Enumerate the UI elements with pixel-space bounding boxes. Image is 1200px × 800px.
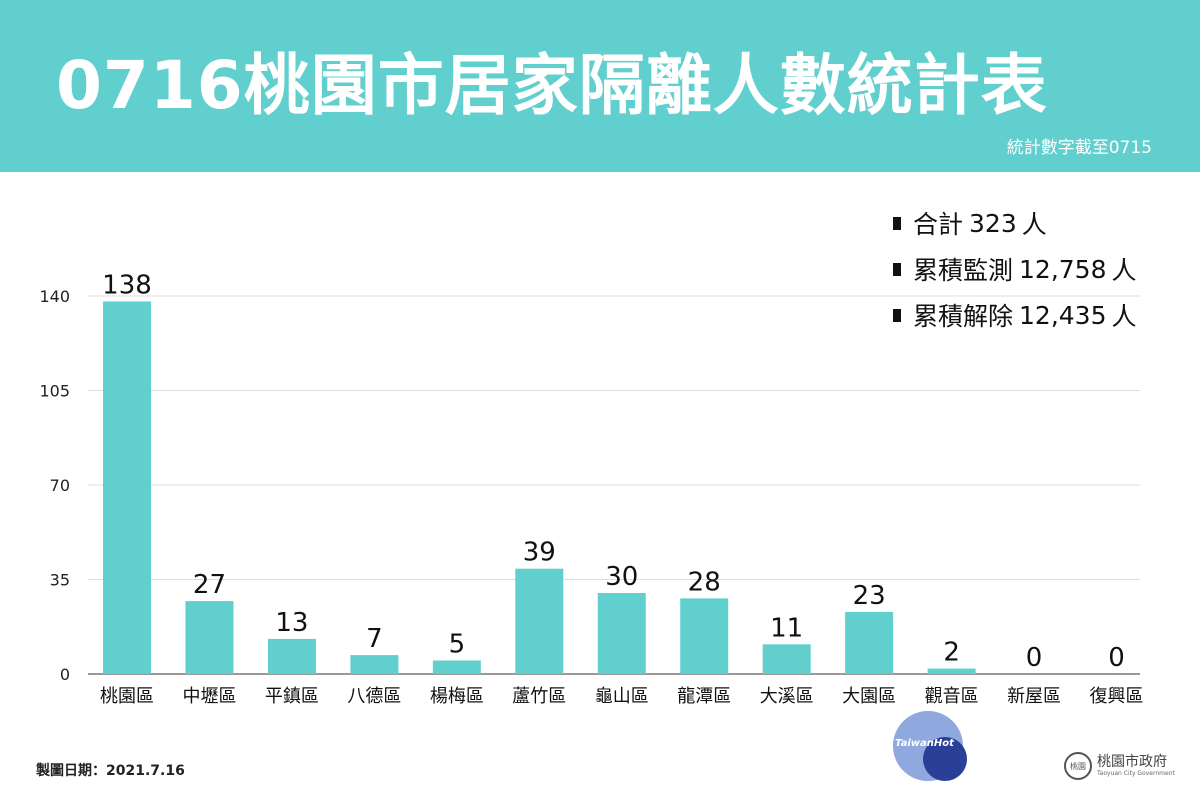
x-tick-label: 蘆竹區 — [512, 686, 566, 707]
y-tick-label: 105 — [39, 382, 70, 401]
x-tick-label: 八德區 — [347, 686, 401, 707]
data-cutoff-note: 統計數字截至0715 — [1006, 138, 1152, 158]
x-tick-label: 大園區 — [842, 686, 896, 707]
data-label: 11 — [770, 613, 803, 643]
data-label: 27 — [193, 570, 226, 600]
bar — [267, 638, 316, 674]
bar — [103, 301, 151, 674]
summary-panel: 合計 323 人 累積監測 12,758 人 累積解除 12,435 人 — [893, 200, 1137, 338]
gov-name-en: Taoyuan City Government — [1097, 770, 1175, 777]
bar — [350, 655, 399, 674]
summary-monitored-unit: 人 — [1111, 256, 1137, 285]
data-label: 0 — [1026, 643, 1043, 673]
summary-released: 累積解除 12,435 人 — [893, 292, 1137, 338]
data-label: 2 — [943, 638, 960, 668]
data-label: 39 — [523, 538, 556, 568]
gov-logo: 桃園 桃園市政府 Taoyuan City Government — [1064, 752, 1175, 780]
x-tick-label: 龜山區 — [595, 686, 649, 707]
summary-total-unit: 人 — [1021, 210, 1047, 239]
bar — [432, 660, 481, 674]
title-banner: 0716桃園市居家隔離人數統計表 統計數字截至0715 — [0, 0, 1200, 172]
bar — [515, 568, 564, 674]
summary-monitored-value: 12,758 — [1019, 254, 1107, 284]
bullet-icon — [893, 262, 901, 276]
gov-name: 桃園市政府 — [1097, 754, 1167, 770]
summary-total-value: 323 — [969, 208, 1017, 238]
data-label: 30 — [605, 562, 638, 592]
bar — [680, 598, 729, 674]
bullet-icon — [893, 308, 901, 322]
x-tick-label: 楊梅區 — [430, 686, 484, 707]
x-tick-label: 觀音區 — [925, 686, 979, 707]
data-label: 28 — [688, 567, 721, 597]
summary-released-value: 12,435 — [1019, 300, 1107, 330]
y-tick-label: 70 — [50, 476, 70, 495]
bar — [927, 668, 976, 674]
x-tick-label: 龍潭區 — [677, 686, 731, 707]
y-tick-label: 35 — [50, 571, 70, 590]
data-label: 0 — [1108, 643, 1125, 673]
x-tick-label: 大溪區 — [760, 686, 814, 707]
summary-released-unit: 人 — [1111, 302, 1137, 331]
bar — [845, 611, 894, 674]
summary-monitored: 累積監測 12,758 人 — [893, 246, 1137, 292]
data-label: 138 — [102, 270, 152, 300]
summary-total-label: 合計 — [913, 210, 964, 239]
bar — [762, 644, 811, 674]
gov-seal-icon: 桃園 — [1064, 752, 1092, 780]
summary-total: 合計 323 人 — [893, 200, 1137, 246]
data-label: 7 — [366, 624, 383, 654]
x-tick-label: 平鎮區 — [265, 686, 319, 707]
district-bar-chart: 0 35 70 105 140 138 桃園區 27 中壢區 13 平鎮區 7 八德區 5 楊梅區 39 蘆竹區… — [39, 270, 1144, 707]
y-tick-label: 140 — [39, 287, 70, 306]
watermark-text: TaiwanHot — [895, 738, 954, 749]
data-label: 13 — [275, 608, 308, 638]
page-title: 0716桃園市居家隔離人數統計表 — [56, 47, 1048, 124]
summary-monitored-label: 累積監測 — [913, 256, 1014, 285]
chart-date: 製圖日期：2021.7.16 — [36, 763, 185, 779]
bar — [185, 601, 234, 674]
taiwanhot-watermark-logo: TaiwanHot — [893, 711, 973, 781]
x-tick-label: 復興區 — [1090, 686, 1144, 707]
data-label: 23 — [853, 581, 886, 611]
x-tick-label: 桃園區 — [100, 686, 154, 707]
bullet-icon — [893, 216, 901, 230]
x-tick-label: 新屋區 — [1007, 686, 1061, 707]
summary-released-label: 累積解除 — [913, 302, 1014, 331]
data-label: 5 — [449, 630, 466, 660]
y-tick-label: 0 — [60, 665, 70, 684]
x-tick-label: 中壢區 — [182, 686, 236, 707]
bar — [597, 593, 646, 674]
